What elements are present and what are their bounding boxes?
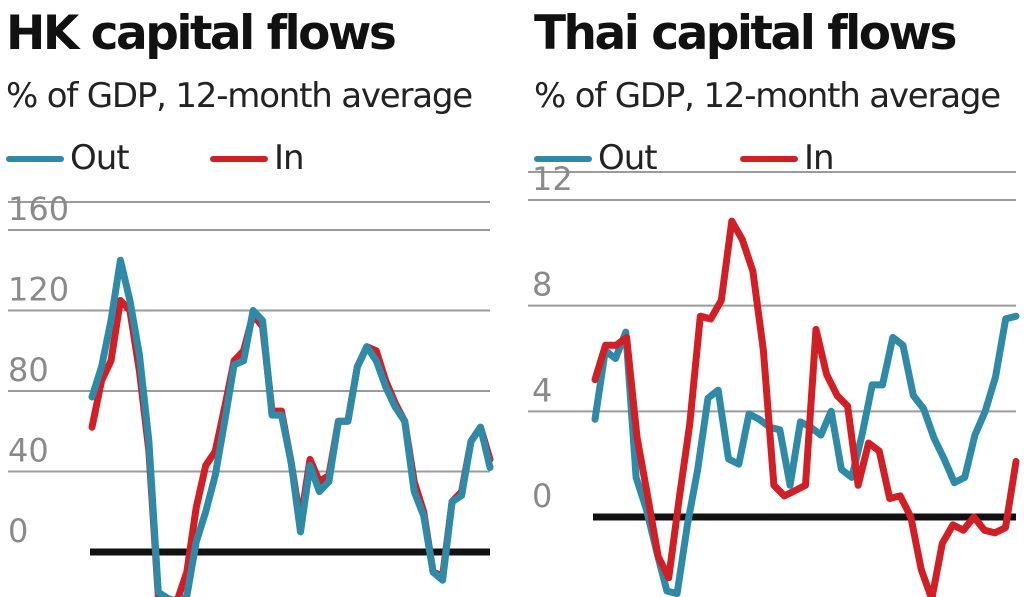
hk-legend-out-swatch (6, 156, 64, 162)
hk-legend-out-label: Out (70, 138, 130, 178)
hk-y-tick-label: 120 (8, 271, 69, 309)
thai-legend-out-swatch (534, 156, 592, 162)
hk-y-tick-label: 80 (8, 351, 49, 389)
thai-chart-plot: 0 4 8 12 (528, 160, 1020, 597)
hk-y-tick-label: 0 (8, 512, 28, 550)
thai-chart-subtitle: % of GDP, 12-month average (534, 76, 1001, 116)
th-series-in-line (591, 217, 1020, 597)
hk-series-out-line (88, 256, 494, 597)
hk-chart-panel: 0 40 80 120 160 HK capital flows % of GDP, 1… (0, 0, 500, 597)
th-y-tick-label: 12 (532, 160, 573, 198)
hk-y-tick-label: 40 (8, 432, 49, 470)
th-y-tick-label: 4 (532, 371, 552, 409)
hk-legend-in-swatch (210, 156, 268, 162)
thai-chart-panel: 0 4 8 12 Thai capital flows % of GDP, 12-mo… (528, 0, 1024, 597)
hk-chart-subtitle: % of GDP, 12-month average (6, 76, 473, 116)
thai-legend-in-label: In (804, 138, 835, 178)
hk-chart-plot: 0 40 80 120 160 (8, 190, 494, 597)
th-y-tick-label: 0 (532, 477, 552, 515)
thai-chart-title: Thai capital flows (534, 6, 957, 61)
hk-chart-title: HK capital flows (6, 6, 397, 61)
thai-legend-in-swatch (740, 156, 798, 162)
thai-legend-out-label: Out (598, 138, 658, 178)
hk-y-tick-label: 160 (8, 190, 69, 228)
th-series-out-line (591, 312, 1020, 597)
th-y-tick-label: 8 (532, 266, 552, 304)
hk-legend-in-label: In (274, 138, 305, 178)
